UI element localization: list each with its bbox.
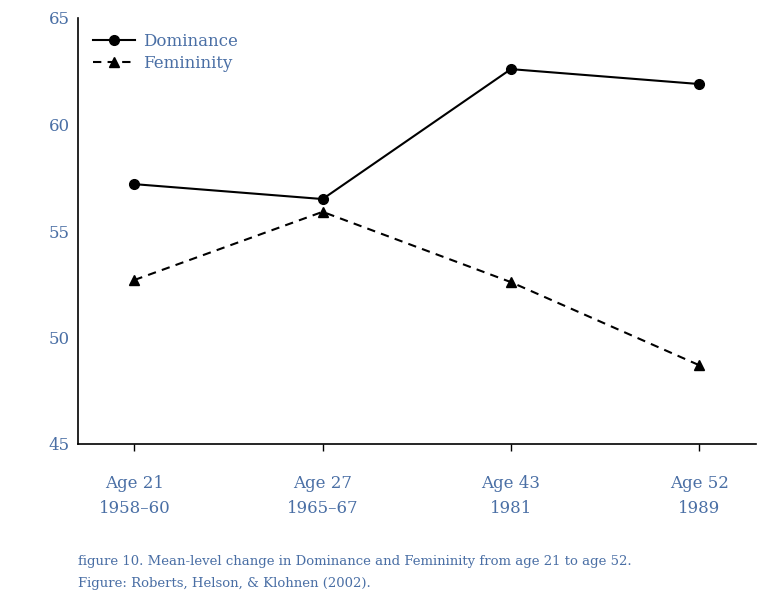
Text: Age 43: Age 43 bbox=[481, 475, 541, 491]
Text: Age 21: Age 21 bbox=[105, 475, 164, 491]
Text: 1965–67: 1965–67 bbox=[287, 500, 358, 517]
Text: Figure: Roberts, Helson, & Klohnen (2002).: Figure: Roberts, Helson, & Klohnen (2002… bbox=[78, 577, 371, 590]
Text: Age 52: Age 52 bbox=[670, 475, 728, 491]
Text: Age 27: Age 27 bbox=[293, 475, 352, 491]
Legend: Dominance, Femininity: Dominance, Femininity bbox=[86, 26, 245, 79]
Text: 1989: 1989 bbox=[678, 500, 721, 517]
Text: figure 10. Mean-level change in Dominance and Femininity from age 21 to age 52.: figure 10. Mean-level change in Dominanc… bbox=[78, 555, 632, 568]
Text: 1981: 1981 bbox=[490, 500, 532, 517]
Text: 1958–60: 1958–60 bbox=[98, 500, 171, 517]
